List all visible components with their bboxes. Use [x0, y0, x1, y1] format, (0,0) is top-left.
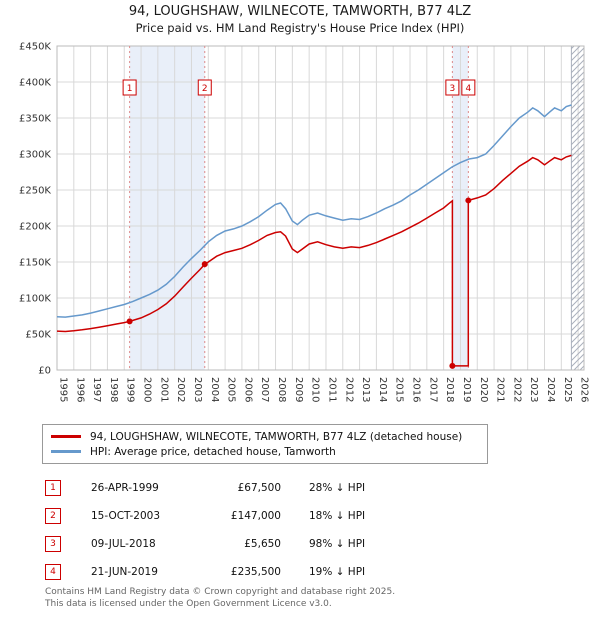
svg-text:1995: 1995 [58, 377, 69, 402]
transaction-number-badge: 1 [45, 480, 61, 496]
footer-line2: This data is licensed under the Open Gov… [45, 598, 332, 609]
svg-text:1998: 1998 [108, 377, 119, 402]
svg-text:2024: 2024 [545, 377, 556, 402]
svg-text:£150K: £150K [19, 258, 51, 269]
transaction-price: £235,500 [230, 566, 281, 578]
sale-label-box [445, 79, 460, 96]
transaction-number-badge: 2 [45, 508, 61, 524]
svg-text:2004: 2004 [209, 377, 220, 402]
plot-border [56, 45, 585, 371]
footer: Contains HM Land Registry data © Crown c… [45, 587, 395, 610]
transaction-price: £67,500 [237, 482, 281, 494]
svg-text:£100K: £100K [19, 294, 51, 305]
footer-line1: Contains HM Land Registry data © Crown c… [45, 587, 396, 597]
svg-text:2000: 2000 [142, 377, 153, 402]
svg-text:£450K: £450K [19, 42, 51, 53]
svg-text:1996: 1996 [74, 377, 85, 402]
x-axis-labels: 1995 1996 1997 1998 1999 2000 2001 2002 2003 2004… [58, 377, 590, 402]
page-subtitle: Price paid vs. HM Land Registry's House … [135, 21, 465, 35]
sale-label-number: 1 [127, 84, 133, 94]
svg-text:2012: 2012 [343, 377, 354, 402]
page-title: 94, LOUGHSHAW, WILNECOTE, TAMWORTH, B77 … [128, 4, 472, 19]
sale-label-number: 2 [202, 84, 208, 94]
legend-item: 94, LOUGHSHAW, WILNECOTE, TAMWORTH, B77 … [51, 429, 479, 444]
svg-text:2017: 2017 [427, 377, 438, 402]
svg-text:1997: 1997 [91, 377, 102, 402]
transaction-date: 21-JUN-2019 [91, 566, 158, 578]
svg-text:2003: 2003 [192, 377, 203, 402]
svg-text:2009: 2009 [293, 377, 304, 402]
price-chart: 1 2 3 4 £0 £50K £100K £150K £200K £250K £300K £350K… [19, 42, 590, 403]
svg-text:2015: 2015 [394, 377, 405, 402]
svg-text:2002: 2002 [175, 377, 186, 402]
sale-label-box [197, 79, 212, 96]
svg-text:2023: 2023 [528, 377, 539, 402]
legend-line-swatch [51, 450, 81, 453]
transaction-row: 2 15-OCT-2003 £147,000 18% ↓ HPI [45, 502, 565, 530]
legend-line-swatch [51, 435, 81, 438]
svg-text:£0: £0 [38, 366, 51, 377]
svg-text:2001: 2001 [158, 377, 169, 402]
hpi-line [56, 104, 572, 318]
transaction-date: 15-OCT-2003 [91, 510, 160, 522]
transaction-row: 3 09-JUL-2018 £5,650 98% ↓ HPI [45, 530, 565, 558]
sale-marker [449, 362, 456, 369]
svg-text:£300K: £300K [19, 150, 51, 161]
transaction-hpi-delta: 19% ↓ HPI [309, 566, 366, 578]
svg-text:2011: 2011 [326, 377, 337, 402]
ownership-bands [129, 46, 469, 370]
transaction-hpi-delta: 28% ↓ HPI [309, 482, 366, 494]
svg-text:2026: 2026 [579, 377, 590, 402]
svg-text:2006: 2006 [242, 377, 253, 402]
svg-text:2007: 2007 [259, 377, 270, 402]
svg-text:£200K: £200K [19, 222, 51, 233]
sale-label-box [461, 79, 476, 96]
svg-text:2020: 2020 [478, 377, 489, 402]
price-paid-line [56, 154, 572, 367]
transaction-price: £5,650 [244, 538, 281, 550]
svg-text:2014: 2014 [377, 377, 388, 402]
y-axis-labels: £0 £50K £100K £150K £200K £250K £300K £350K £400… [19, 42, 51, 377]
transaction-number-badge: 4 [45, 564, 61, 580]
svg-text:2021: 2021 [495, 377, 506, 402]
sale-marker [126, 318, 133, 325]
svg-text:£250K: £250K [19, 186, 51, 197]
svg-text:£400K: £400K [19, 78, 51, 89]
svg-text:2013: 2013 [360, 377, 371, 402]
svg-text:2022: 2022 [511, 377, 522, 402]
legend-item: HPI: Average price, detached house, Tamw… [51, 444, 479, 459]
transaction-date: 26-APR-1999 [91, 482, 159, 494]
svg-text:2008: 2008 [276, 377, 287, 402]
transaction-row: 1 26-APR-1999 £67,500 28% ↓ HPI [45, 474, 565, 502]
transaction-price: £147,000 [230, 510, 281, 522]
svg-text:2019: 2019 [461, 377, 472, 402]
svg-text:2016: 2016 [411, 377, 422, 402]
legend-label: 94, LOUGHSHAW, WILNECOTE, TAMWORTH, B77 … [90, 430, 463, 443]
legend-label: HPI: Average price, detached house, Tamw… [90, 445, 336, 458]
svg-text:2018: 2018 [444, 377, 455, 402]
transaction-hpi-delta: 98% ↓ HPI [309, 538, 366, 550]
sale-marker [465, 197, 472, 204]
svg-text:1999: 1999 [125, 377, 136, 402]
sale-label-box [122, 79, 137, 96]
transaction-row: 4 21-JUN-2019 £235,500 19% ↓ HPI [45, 558, 565, 586]
transaction-hpi-delta: 18% ↓ HPI [309, 510, 366, 522]
svg-text:2025: 2025 [562, 377, 573, 402]
sale-label-number: 3 [450, 84, 456, 94]
svg-text:2010: 2010 [310, 377, 321, 402]
transaction-number-badge: 3 [45, 536, 61, 552]
sale-label-number: 4 [465, 84, 471, 94]
transactions-table: 1 26-APR-1999 £67,500 28% ↓ HPI 2 15-OCT-2003… [45, 474, 565, 586]
svg-text:£350K: £350K [19, 114, 51, 125]
svg-text:£50K: £50K [25, 330, 51, 341]
sale-marker [201, 261, 208, 268]
future-hatch [571, 46, 584, 370]
transaction-date: 09-JUL-2018 [91, 538, 156, 550]
svg-text:2005: 2005 [226, 377, 237, 402]
legend: 94, LOUGHSHAW, WILNECOTE, TAMWORTH, B77 … [42, 424, 488, 464]
